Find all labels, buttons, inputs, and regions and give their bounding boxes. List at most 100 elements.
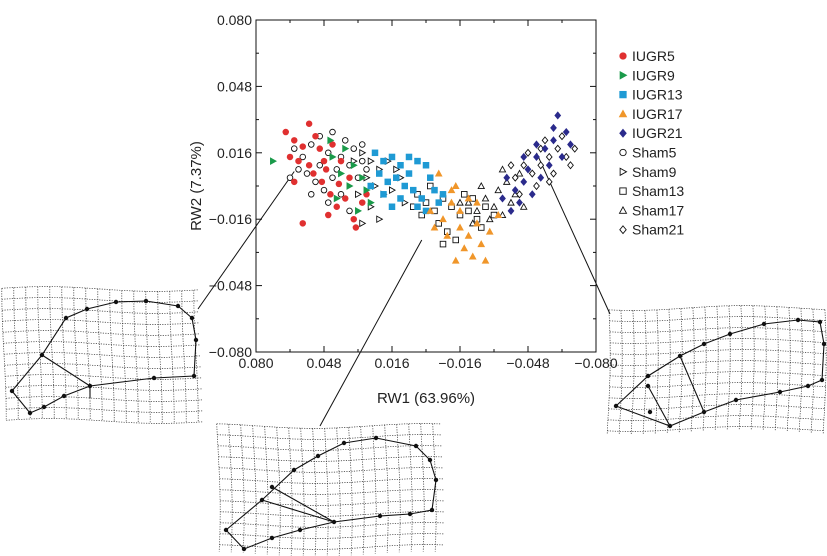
data-point	[316, 161, 324, 169]
grid-line-v	[360, 426, 365, 555]
data-point	[320, 186, 328, 194]
data-point	[456, 206, 464, 214]
landmark-point	[427, 457, 433, 463]
data-point	[498, 165, 507, 173]
grid-line-h	[218, 456, 443, 462]
grid-line-h	[1, 297, 198, 303]
data-point	[482, 203, 489, 210]
landmark-point	[189, 315, 195, 321]
y-axis-label: RW2 (7.37%)	[188, 141, 205, 231]
data-point	[434, 169, 443, 177]
data-point	[528, 190, 536, 199]
data-point	[520, 161, 528, 170]
data-point	[554, 111, 562, 120]
data-point	[511, 173, 519, 182]
landmark-point	[373, 435, 379, 441]
legend-label: Sham13	[632, 183, 684, 199]
data-point	[499, 194, 506, 203]
data-point	[533, 181, 540, 191]
grid-line-v	[121, 290, 127, 423]
data-point	[477, 240, 486, 248]
grid-line-v	[774, 306, 779, 431]
grid-line-v	[157, 291, 163, 424]
data-point	[451, 181, 460, 189]
data-point	[515, 169, 524, 177]
legend-marker-iugr21	[619, 128, 627, 138]
grid-line-v	[678, 308, 683, 433]
data-point	[541, 136, 549, 145]
data-point	[291, 137, 298, 144]
data-point	[537, 173, 545, 182]
data-point	[333, 203, 341, 210]
data-point	[516, 198, 523, 207]
data-point	[367, 182, 375, 190]
data-point	[329, 153, 337, 161]
legend-label: IUGR17	[632, 106, 683, 122]
grid-line-v	[37, 286, 43, 419]
grid-line-v	[822, 309, 827, 434]
grid-line-v	[384, 424, 389, 553]
grid-line-h	[6, 418, 203, 424]
data-point	[537, 161, 545, 170]
landmark-point	[113, 299, 119, 305]
data-point	[473, 219, 481, 227]
data-point	[299, 220, 307, 227]
data-point	[316, 145, 324, 152]
data-point	[456, 223, 464, 231]
data-point	[401, 182, 409, 190]
landmark-point	[733, 397, 739, 403]
y-tick-label: −0.080	[209, 344, 252, 360]
data-point	[550, 123, 557, 132]
landmark-point	[817, 319, 823, 325]
data-point	[414, 157, 421, 165]
landmark-point	[795, 317, 801, 323]
data-point	[473, 206, 481, 214]
data-point	[320, 157, 328, 165]
landmark-point	[61, 393, 67, 399]
landmark-point	[269, 484, 275, 490]
data-point	[567, 140, 574, 149]
grid-line-h	[1, 286, 198, 292]
data-point	[414, 191, 421, 198]
data-point	[468, 252, 477, 260]
shape-outline	[615, 319, 825, 427]
data-point	[389, 186, 397, 194]
data-point	[308, 191, 315, 198]
data-point	[303, 170, 311, 177]
data-point	[322, 166, 330, 173]
grid-line-v	[396, 424, 401, 553]
landmark-point	[407, 511, 413, 517]
data-point	[528, 169, 536, 178]
data-point	[359, 141, 366, 148]
data-point	[558, 132, 566, 141]
landmark-point	[645, 383, 651, 389]
data-point	[516, 190, 523, 199]
scatter-points	[270, 111, 579, 264]
data-point	[520, 152, 528, 162]
data-point	[310, 170, 317, 177]
landmark-point	[41, 404, 47, 410]
grid-line-h	[219, 489, 444, 495]
data-point	[337, 157, 345, 165]
data-point	[350, 161, 358, 170]
data-point	[511, 186, 519, 195]
data-point	[397, 161, 404, 169]
landmark-point	[63, 315, 69, 321]
data-point	[355, 190, 363, 199]
grid-line-v	[324, 428, 329, 556]
data-point	[435, 199, 443, 206]
legend-label: IUGR21	[632, 125, 683, 141]
data-point	[571, 144, 579, 153]
grid-line-v	[654, 309, 659, 434]
grid-line-v	[786, 307, 791, 432]
data-point	[405, 153, 413, 161]
landmark-point	[315, 453, 321, 459]
grid-line-h	[217, 434, 442, 440]
data-point	[333, 194, 341, 203]
landmark-point	[819, 377, 825, 383]
data-point	[567, 161, 574, 170]
grid-line-h	[4, 363, 201, 369]
grid-line-v	[750, 305, 755, 430]
data-point	[520, 177, 528, 186]
data-point	[393, 165, 401, 174]
